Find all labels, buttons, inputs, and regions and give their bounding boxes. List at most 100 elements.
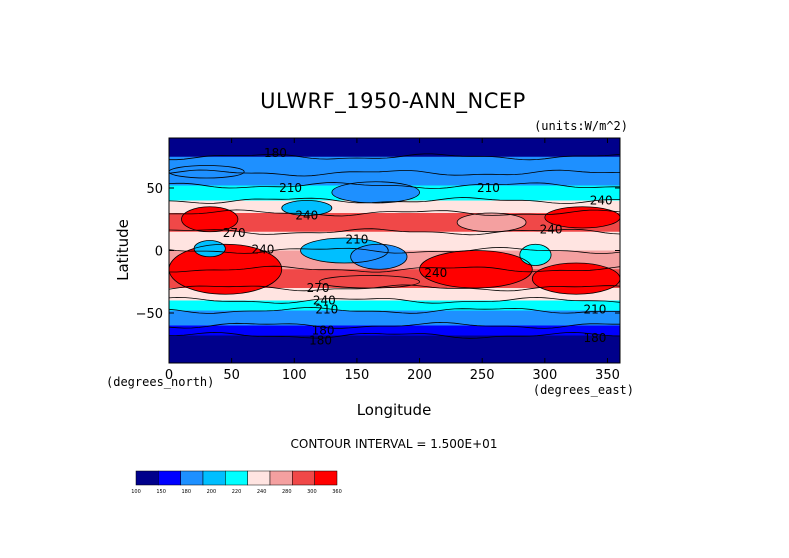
contour-label-2: 210 [477,181,500,195]
contour-line-11 [169,306,620,314]
contour-line-1 [169,153,620,161]
contour-label-14: 180 [312,324,335,338]
contour-lines [169,153,620,339]
contour-interval-text: CONTOUR INTERVAL = 1.500E+01 [291,437,498,451]
colorbar-swatch-6 [269,470,293,486]
contour-label-8: 240 [540,222,563,236]
contour-region-9 [519,243,552,266]
contour-line-12 [169,321,620,329]
colorbar: 100 150 180 200 220 240 280 300 360 [131,470,342,495]
contour-region-4 [419,250,533,289]
contour-line-8 [169,265,620,273]
zonal-band-13 [169,335,620,363]
colorbar-swatch-4 [225,470,248,486]
x-axis-label: Longitude [357,401,432,419]
units-label: (units:W/m^2) [534,119,628,133]
field-region-11 [331,181,420,203]
contour-region-2 [456,212,527,233]
contour-label-3: 240 [295,209,318,223]
colorbar-swatch-5 [247,470,271,486]
colorbar-label-8: 360 [332,489,342,495]
colorbar-label-6: 280 [282,489,292,495]
zonal-band-1 [169,156,620,174]
y-tick-label-1: 0 [155,245,163,260]
contour-region-7 [350,243,408,270]
x-tick-label-1: 50 [223,368,240,383]
field-region-2 [457,213,527,232]
field-region-0 [181,206,238,232]
field-region-12 [169,165,245,178]
contour-label-0: 180 [264,146,287,160]
colorbar-label-4: 220 [232,489,242,495]
x-tick-label-6: 300 [532,368,557,383]
colorbar-label-0: 100 [131,489,141,495]
colorbar-swatch-3 [202,470,226,486]
contour-line-10 [169,296,620,304]
contour-label-11: 240 [313,294,336,308]
contour-label-16: 180 [583,331,606,345]
contour-line-3 [169,182,620,189]
field-region-10 [281,200,332,216]
x-tick-label-2: 100 [282,368,307,383]
colorbar-label-2: 180 [181,489,191,495]
contour-label-15: 180 [309,334,332,348]
contour-label-12: 210 [315,302,338,316]
contour-region-1 [544,206,620,229]
contour-label-1: 210 [279,181,302,195]
colorbar-swatch-7 [292,470,315,486]
colorbar-label-1: 150 [156,489,166,495]
zonal-band-2 [169,173,620,186]
contour-line-6 [169,228,620,236]
contour-line-9 [169,284,620,292]
contour-line-2 [169,169,620,177]
contour-label-5: 270 [223,226,246,240]
x-unit-label: (degrees_east) [533,383,634,397]
y-tick-label-2: −50 [136,307,163,322]
contour-label-6: 240 [252,242,275,256]
zonal-band-11 [169,310,620,326]
contour-region-10 [281,200,333,216]
x-tick-label-3: 150 [345,368,370,383]
x-tick-label-0: 0 [165,368,173,383]
colorbar-label-7: 300 [307,489,317,495]
contour-region-8 [193,240,226,258]
colorbar-swatch-2 [180,470,204,486]
colorbar-swatch-0 [135,470,159,486]
contour-label-9: 240 [424,266,447,280]
contour-region-12 [169,165,245,179]
contour-line-5 [169,209,620,217]
contour-label-7: 210 [345,232,368,246]
zonal-band-6 [169,231,620,251]
field-region-3 [169,244,282,295]
field-region-4 [419,250,533,288]
field-region-13 [319,275,420,288]
colorbar-label-3: 200 [207,489,217,495]
contour-line-13 [169,331,620,339]
zonal-band-0 [169,138,620,158]
contour-label-4: 240 [590,194,613,208]
contour-region-0 [181,206,239,233]
field-region-7 [350,244,408,270]
contour-region-13 [318,275,420,289]
x-tick-label-7: 350 [595,368,620,383]
colorbar-label-5: 240 [257,489,267,495]
chart-title: ULWRF_1950-ANN_NCEP [260,89,526,114]
y-unit-label: (degrees_north) [106,375,214,389]
x-tick-label-5: 250 [470,368,495,383]
y-axis-ticks: 50 0 −50 [136,182,620,322]
zonal-band-10 [169,300,620,311]
contour-label-10: 270 [307,281,330,295]
contour-region-3 [169,243,283,295]
contour-label-13: 210 [583,302,606,316]
contour-region-6 [300,237,389,264]
zonal-band-12 [169,325,620,336]
colorbar-swatch-1 [158,470,181,486]
colorbar-swatch-8 [314,470,338,486]
x-tick-label-4: 200 [407,368,432,383]
x-axis-ticks: 0 50 100 150 200 250 300 350 [165,138,620,383]
y-tick-label-0: 50 [146,182,163,197]
zonal-band-4 [169,200,620,214]
contour-line-4 [169,197,620,205]
